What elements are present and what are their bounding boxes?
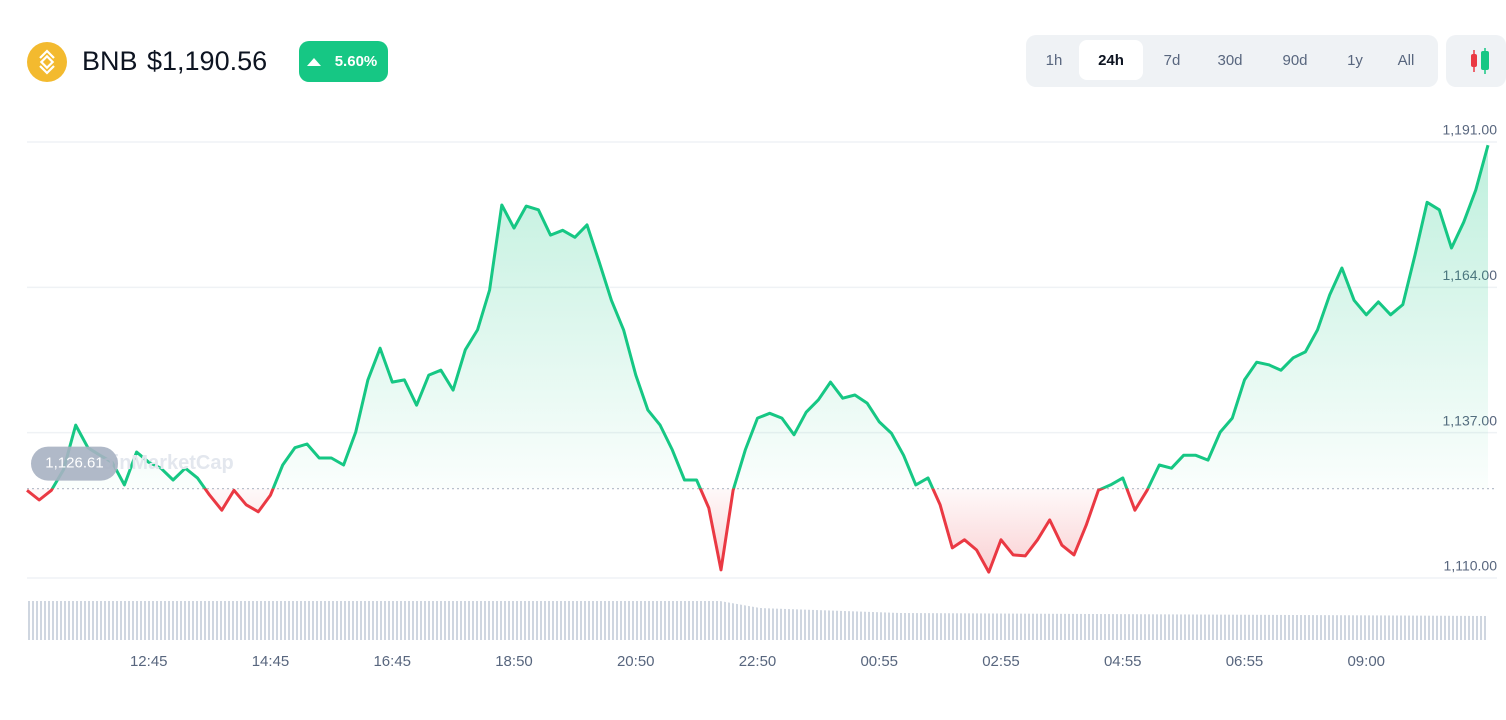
y-tick-label: 1,191.00 [1443,122,1498,138]
range-tab[interactable]: 1y [1347,52,1363,69]
x-tick-label: 12:45 [130,653,168,670]
up-arrow [307,58,321,66]
range-tab[interactable]: 7d [1164,52,1181,69]
baseline-label: 1,126.61 [45,455,103,472]
x-tick-label: 02:55 [982,653,1020,670]
baseline-label-bg [31,446,118,481]
range-tab[interactable]: All [1398,52,1415,69]
asset-name: BNB [82,46,138,76]
x-tick-label: 04:55 [1104,653,1142,670]
x-tick-label: 14:45 [252,653,290,670]
x-tick-label: 09:00 [1347,653,1385,670]
range-tab[interactable]: 24h [1098,52,1124,69]
x-tick-label: 22:50 [739,653,777,670]
range-tab-active [1079,40,1143,80]
change-badge [299,41,388,82]
candle-icon-green [1481,51,1489,70]
candle-icon-red [1471,54,1477,67]
range-tab[interactable]: 90d [1282,52,1307,69]
x-tick-label: 00:55 [860,653,898,670]
x-tick-label: 06:55 [1226,653,1264,670]
price-area [27,145,1488,573]
coin-logo-mark [39,49,55,75]
price-line [26,144,1490,574]
change-value: 5.60% [335,53,378,70]
price: $1,190.56 [147,46,267,76]
x-tick-label: 18:50 [495,653,533,670]
volume-strip [27,601,1488,640]
range-tab[interactable]: 1h [1046,52,1063,69]
coin-logo [27,42,67,82]
y-tick-label: 1,110.00 [1444,558,1498,574]
x-tick-label: 20:50 [617,653,655,670]
range-tab[interactable]: 30d [1217,52,1242,69]
watermark: CoinMarketCap [87,452,234,474]
x-tick-label: 16:45 [373,653,411,670]
